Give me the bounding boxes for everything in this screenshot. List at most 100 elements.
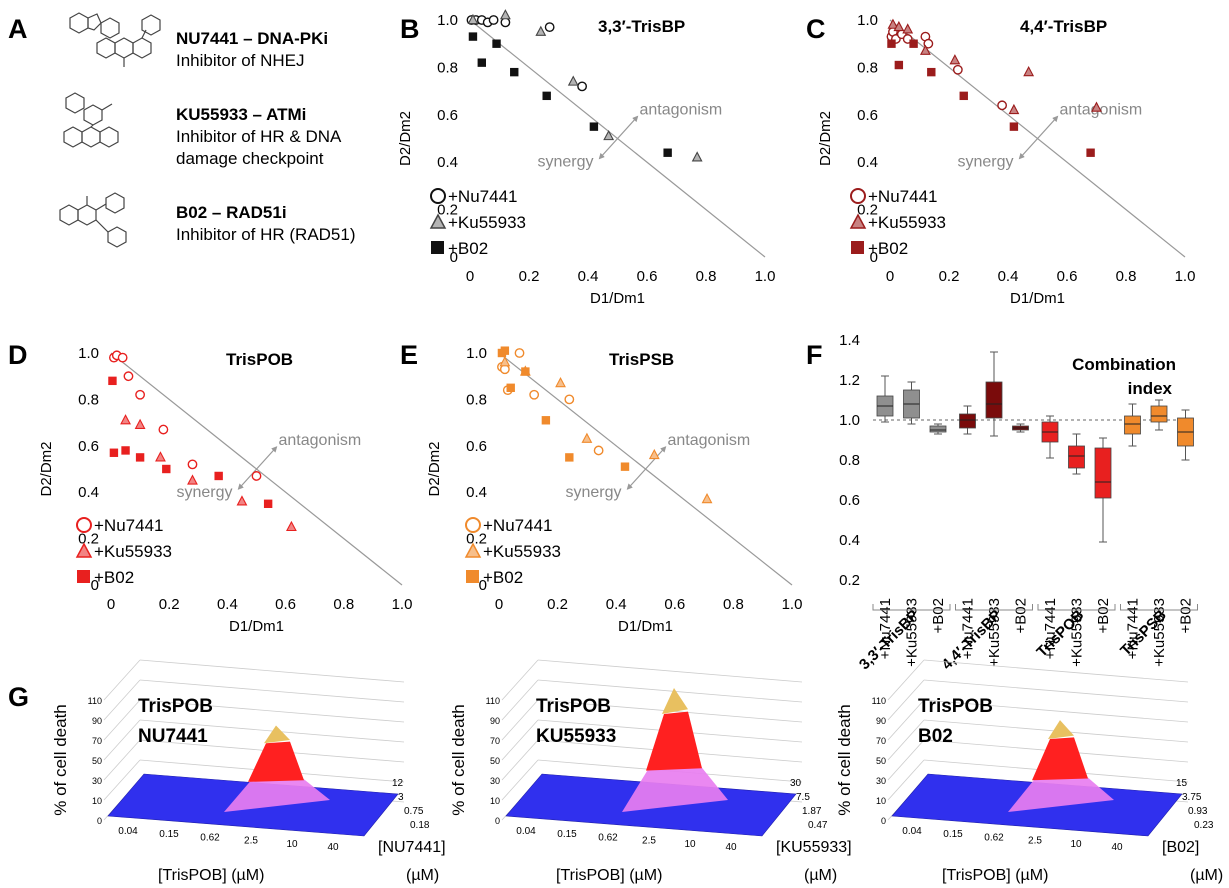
chart-title: TrisPSB — [609, 350, 674, 369]
grid-line — [887, 719, 925, 761]
x-tick-label: 0.8 — [333, 596, 354, 613]
data-point-b02 — [542, 91, 551, 101]
data-point-b02 — [589, 122, 599, 131]
panel-letter-f: F — [806, 340, 823, 370]
legend-label-nu7441: +Nu7441 — [868, 187, 937, 206]
x-tick-label: 0.04 — [516, 826, 536, 837]
y-tick-label: 0 — [479, 577, 487, 594]
grid-line — [139, 659, 405, 683]
x-tick-label: 2.5 — [1028, 836, 1042, 847]
x-tick-label: 0 — [107, 596, 115, 613]
legend-marker-ku55933 — [429, 213, 447, 229]
legend-label-b02: +B02 — [448, 239, 488, 258]
y-tick-label: 3.75 — [1182, 792, 1202, 803]
x-tick-label: 0.04 — [902, 826, 922, 837]
x-axis-label: [TrisPOB] (µM) — [556, 867, 662, 884]
box-TrisPSB-+Nu7441 — [1124, 415, 1141, 435]
z-tick-label: 70 — [490, 736, 500, 746]
data-point-nu7441 — [923, 38, 934, 49]
z-tick-label: 70 — [876, 736, 886, 746]
data-point-b02 — [477, 58, 486, 67]
box-label: +Nu7441 — [877, 598, 894, 659]
data-point-ku55933 — [701, 492, 713, 504]
synergy-label: synergy — [176, 484, 232, 501]
box-label: +Ku55933 — [986, 598, 1003, 667]
data-point-nu7441 — [500, 17, 511, 28]
surface-title-line2: B02 — [918, 726, 953, 747]
f-y-tick-label: 1.0 — [839, 412, 860, 429]
z-tick-label: 0 — [881, 816, 886, 826]
synergy-label: synergy — [537, 154, 593, 171]
y-axis-unit: (µM) — [1190, 867, 1223, 884]
y-tick-label: 12 — [392, 778, 404, 789]
data-point-ku55933 — [535, 25, 547, 36]
z-tick-label: 110 — [88, 696, 102, 706]
data-point-ku55933 — [1091, 101, 1102, 112]
y-tick-label: 0.6 — [857, 107, 878, 124]
compound-name-ku55933: KU55933 – ATMi — [176, 105, 306, 124]
legend-label-b02: +B02 — [483, 568, 523, 587]
z-tick-label: 0 — [97, 816, 102, 826]
y-tick-label: 0.2 — [78, 531, 99, 548]
x-tick-label: 0.6 — [275, 596, 296, 613]
surface-title-line1: TrisPOB — [138, 696, 213, 717]
box-TrisPOB-+Ku55933 — [1068, 445, 1085, 469]
data-point-b02 — [887, 39, 896, 48]
data-point-ku55933 — [902, 23, 914, 34]
box-4,4′-TrisBP-+Nu7441 — [959, 413, 976, 429]
box-label: +Nu7441 — [960, 598, 977, 659]
z-axis-label: % of cell death — [449, 704, 468, 816]
x-axis-label: D1/Dm1 — [590, 290, 645, 307]
y-tick-label: 0.75 — [404, 806, 424, 817]
data-point-b02 — [468, 32, 478, 41]
y-tick-label: 1.0 — [78, 345, 99, 362]
y-tick-label: 0 — [870, 249, 878, 266]
grid-line — [501, 679, 539, 721]
x-tick-label: 0 — [495, 596, 503, 613]
y-axis-label: D2/Dm2 — [38, 441, 55, 496]
data-point-nu7441 — [529, 389, 540, 400]
y-tick-label: 0.8 — [466, 391, 487, 408]
x-tick-label: 40 — [327, 842, 339, 853]
z-tick-label: 30 — [876, 776, 886, 786]
z-tick-label: 10 — [92, 796, 102, 806]
surface-mid — [224, 769, 330, 812]
group-bracket — [1037, 604, 1116, 611]
z-axis-label: % of cell death — [835, 704, 854, 816]
combination-index-boxplot: 0.2 0.4 0.6 0.8 1.0 1.2 1.4 Combination index +Nu… — [839, 332, 1198, 673]
data-point-b02 — [121, 446, 130, 455]
data-point-ku55933 — [567, 75, 579, 86]
data-point-b02 — [894, 60, 904, 70]
panel-letter-g: G — [8, 682, 29, 712]
data-point-nu7441 — [488, 15, 499, 25]
grid-line — [923, 659, 1189, 683]
y-tick-label: 0.4 — [437, 154, 458, 171]
z-tick-label: 30 — [92, 776, 102, 786]
panel-letter-a: A — [8, 14, 28, 44]
y-tick-label: 0.4 — [78, 484, 99, 501]
nu7441-structure-icon — [69, 12, 161, 67]
data-point-b02 — [909, 39, 918, 48]
synergy-antagonism-arrow — [626, 446, 667, 490]
x-tick-label: 0.2 — [519, 268, 540, 285]
x-tick-label: 0.2 — [547, 596, 568, 613]
data-point-nu7441 — [187, 459, 198, 470]
data-point-nu7441 — [135, 389, 146, 400]
compound-desc-nu7441: Inhibitor of NHEJ — [176, 51, 305, 70]
group-bracket — [955, 604, 1033, 611]
y-axis-unit: (µM) — [406, 867, 439, 884]
data-point-nu7441 — [117, 352, 128, 363]
synergy-antagonism-arrow — [1018, 115, 1059, 160]
surface-top — [264, 725, 290, 744]
x-tick-label: 0.15 — [557, 829, 577, 840]
legend-label-b02: +B02 — [868, 239, 908, 258]
y-tick-label: 0.6 — [78, 438, 99, 455]
compound-desc-ku55933-line1: Inhibitor of HR & DNA — [176, 127, 342, 146]
data-point-ku55933 — [949, 54, 961, 65]
legend-marker-nu7441 — [430, 188, 446, 204]
y-tick-label: 0.23 — [1194, 820, 1214, 831]
data-point-ku55933 — [236, 495, 248, 506]
data-point-b02 — [263, 499, 273, 508]
chart-title: TrisPOB — [226, 350, 293, 369]
x-tick-label: 0 — [886, 268, 894, 285]
